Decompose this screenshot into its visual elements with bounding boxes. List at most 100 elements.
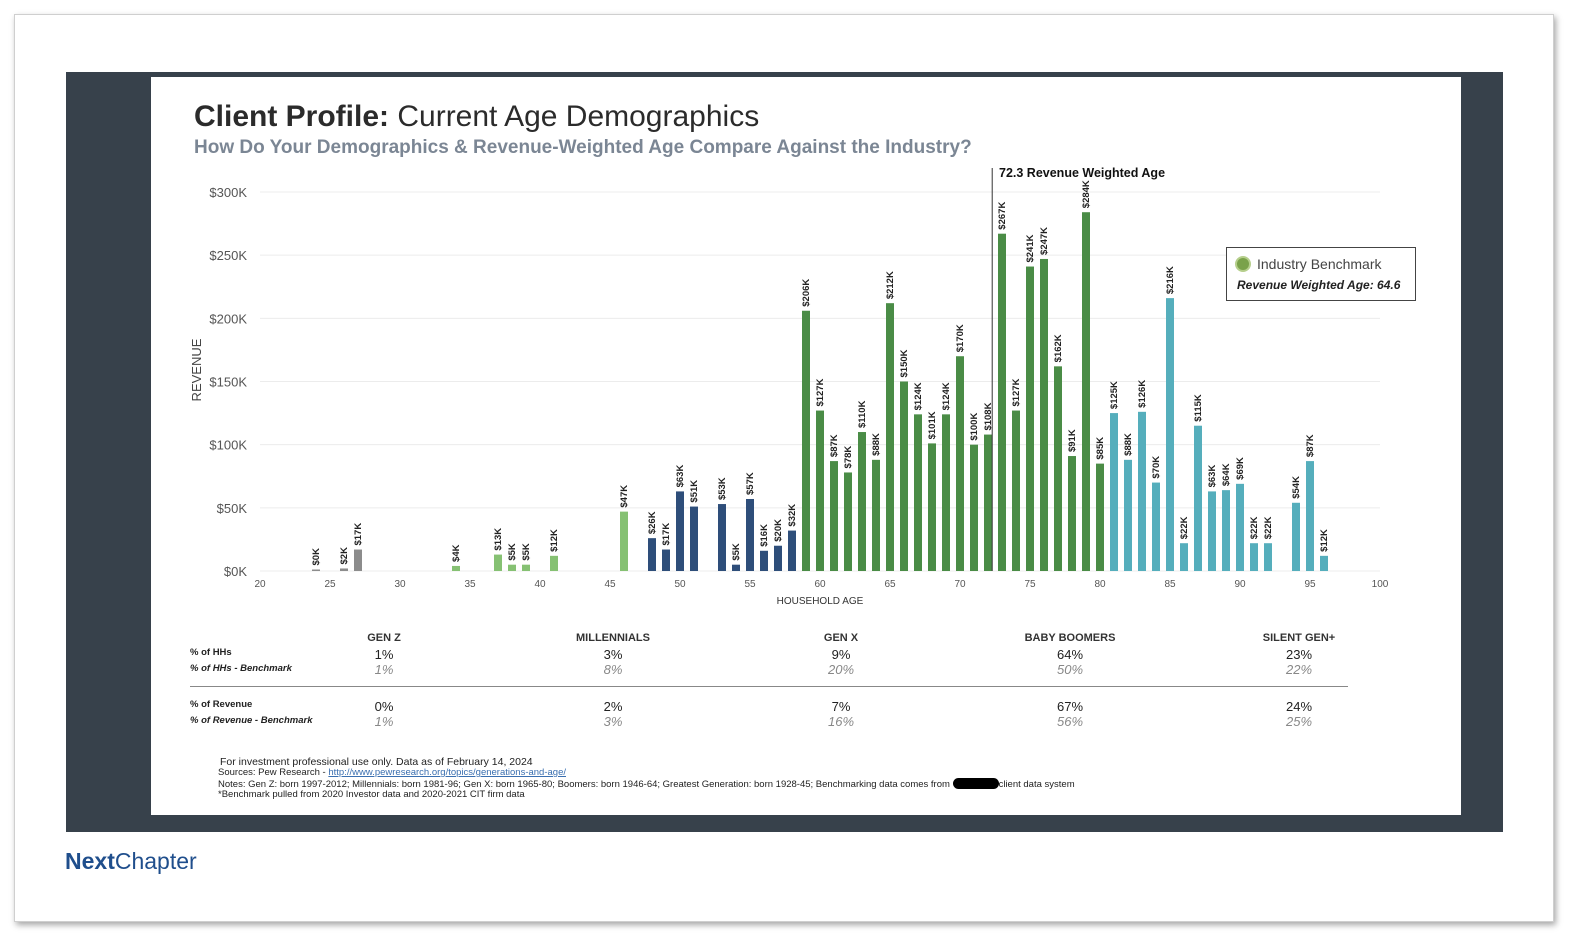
bar-age-75 <box>1026 266 1034 571</box>
cell-millennials-rev-bm: 3% <box>603 714 623 729</box>
bar-age-76 <box>1040 258 1048 571</box>
page-subtitle: How Do Your Demographics & Revenue-Weigh… <box>194 137 972 158</box>
bar-data-label: $267K <box>997 202 1008 230</box>
bar-age-79 <box>1082 212 1090 572</box>
bar-data-label: $53K <box>717 477 728 500</box>
bar-age-68 <box>928 443 936 571</box>
sources-link[interactable]: http://www.pewresearch.org/topics/genera… <box>328 767 566 778</box>
bar-age-24 <box>312 569 320 571</box>
cell-genx-rev: 7% <box>831 699 851 714</box>
x-tick-label: 75 <box>1024 579 1036 590</box>
bar-data-label: $5K <box>731 543 742 561</box>
notes-line: Notes: Gen Z: born 1997-2012; Millennial… <box>218 778 1075 790</box>
bar-data-label: $51K <box>689 480 700 503</box>
bar-data-label: $124K <box>941 382 952 410</box>
bar-data-label: $4K <box>451 544 462 562</box>
y-tick-label: $200K <box>209 311 247 326</box>
row-label-hh-benchmark: % of HHs - Benchmark <box>190 663 292 674</box>
disclaimer-text: For investment professional use only. Da… <box>220 756 533 768</box>
bar-age-60 <box>816 410 824 571</box>
cell-genz-rev: 0% <box>374 699 394 714</box>
bar-data-label: $101K <box>927 411 938 439</box>
col-header-genx: GEN X <box>823 632 859 644</box>
bar-age-50 <box>676 491 684 571</box>
x-tick-label: 35 <box>464 579 476 590</box>
bar-age-89 <box>1222 490 1230 571</box>
benchmark-title: Industry Benchmark <box>1257 256 1382 272</box>
bar-age-73 <box>998 233 1006 571</box>
bar-data-label: $26K <box>647 511 658 534</box>
redaction-mark <box>952 778 999 789</box>
bar-data-label: $170K <box>955 324 966 352</box>
row-label-hh: % of HHs <box>190 647 232 658</box>
bar-data-label: $20K <box>773 519 784 542</box>
benchmark-icon <box>1235 256 1251 272</box>
bar-age-69 <box>942 414 950 571</box>
bar-age-34 <box>452 565 460 571</box>
cell-genx-hh: 9% <box>831 647 851 662</box>
x-tick-label: 65 <box>884 579 896 590</box>
x-tick-label: 45 <box>604 579 616 590</box>
bar-age-62 <box>844 472 852 571</box>
table-divider <box>190 686 1348 687</box>
cell-silent-rev: 24% <box>1285 699 1313 714</box>
x-axis-title: HOUSEHOLD AGE <box>777 596 864 607</box>
bar-age-86 <box>1180 543 1188 571</box>
bar-data-label: $284K <box>1081 180 1092 208</box>
bar-age-48 <box>648 538 656 571</box>
bar-data-label: $5K <box>507 543 518 561</box>
bar-data-label: $88K <box>1123 433 1134 456</box>
y-tick-label: $0K <box>224 564 247 579</box>
logo-bold: Next <box>65 848 115 874</box>
x-tick-label: 90 <box>1234 579 1246 590</box>
bar-data-label: $12K <box>549 529 560 552</box>
bar-age-88 <box>1208 491 1216 571</box>
bar-age-66 <box>900 381 908 571</box>
bar-age-87 <box>1194 425 1202 571</box>
bar-data-label: $247K <box>1039 227 1050 255</box>
cell-boomers-rev: 67% <box>1056 699 1084 714</box>
row-label-revenue-benchmark: % of Revenue - Benchmark <box>190 715 313 726</box>
title-bold: Client Profile: <box>194 100 390 133</box>
bar-data-label: $57K <box>745 472 756 495</box>
y-tick-label: $250K <box>209 248 247 263</box>
bar-data-label: $115K <box>1193 394 1204 422</box>
sources-line: Sources: Pew Research - http://www.pewre… <box>218 767 566 778</box>
bar-age-57 <box>774 545 782 571</box>
bar-data-label: $127K <box>1011 378 1022 406</box>
bar-data-label: $85K <box>1095 437 1106 460</box>
col-header-silent: SILENT GEN+ <box>1262 632 1336 644</box>
col-header-genz: GEN Z <box>367 632 401 644</box>
bar-age-70 <box>956 356 964 571</box>
bar-data-label: $127K <box>815 378 826 406</box>
bar-age-39 <box>522 564 530 571</box>
bar-age-90 <box>1236 483 1244 571</box>
bar-data-label: $12K <box>1319 529 1330 552</box>
bar-data-label: $63K <box>1207 465 1218 488</box>
cell-silent-rev-bm: 25% <box>1285 714 1313 729</box>
bar-data-label: $5K <box>521 543 532 561</box>
bar-age-37 <box>494 554 502 571</box>
bar-age-38 <box>508 564 516 571</box>
bar-data-label: $2K <box>339 547 350 565</box>
bar-age-74 <box>1012 410 1020 571</box>
bar-data-label: $110K <box>857 400 868 428</box>
bar-age-67 <box>914 414 922 571</box>
y-axis-title: REVENUE <box>189 338 204 401</box>
title-rest: Current Age Demographics <box>389 100 760 133</box>
x-tick-label: 60 <box>814 579 826 590</box>
bar-data-label: $70K <box>1151 456 1162 479</box>
bar-age-80 <box>1096 463 1104 571</box>
cell-genx-rev-bm: 16% <box>827 714 855 729</box>
cell-millennials-hh: 3% <box>603 647 623 662</box>
bar-age-61 <box>830 461 838 571</box>
bar-data-label: $13K <box>493 528 504 551</box>
bar-age-82 <box>1124 459 1132 571</box>
x-tick-label: 50 <box>674 579 686 590</box>
cell-millennials-hh-bm: 8% <box>603 662 623 677</box>
cell-silent-hh-bm: 22% <box>1285 662 1313 677</box>
bar-data-label: $47K <box>619 485 630 508</box>
bar-data-label: $126K <box>1137 380 1148 408</box>
x-tick-label: 100 <box>1372 579 1389 590</box>
bar-age-59 <box>802 310 810 571</box>
